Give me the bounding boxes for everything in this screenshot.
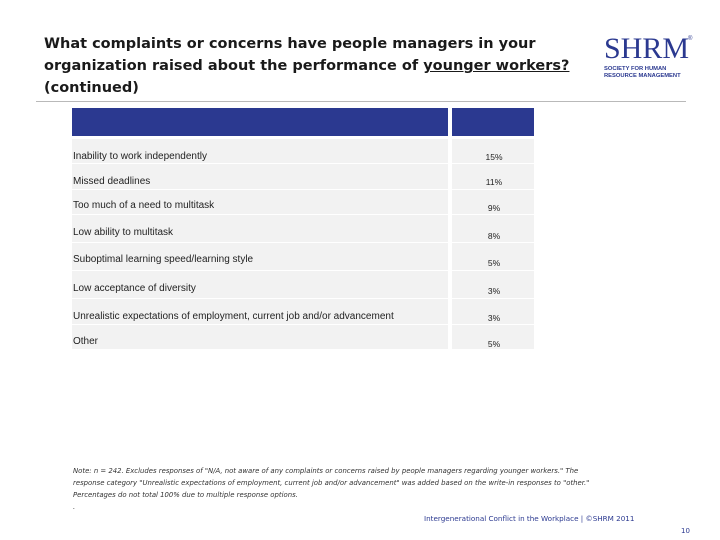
slide-title: What complaints or concerns have people … — [44, 33, 604, 99]
table-row: Missed deadlines 11% — [72, 164, 534, 190]
title-divider — [36, 101, 686, 102]
footer-text: Intergenerational Conflict in the Workpl… — [424, 514, 635, 523]
footnote-line: Percentages do not total 100% due to mul… — [73, 491, 298, 499]
table-row: Low ability to multitask 8% — [72, 215, 534, 243]
footnote-line: . — [73, 503, 76, 511]
title-text-start: What complaints or concerns have people … — [44, 36, 536, 74]
logo-registered-mark: ® — [688, 36, 693, 42]
row-value: 3% — [452, 299, 534, 325]
footnote: Note: n = 242. Excludes responses of "N/… — [73, 465, 673, 513]
row-label: Missed deadlines — [72, 164, 448, 190]
table-row: Suboptimal learning speed/learning style… — [72, 243, 534, 271]
table-row: Unrealistic expectations of employment, … — [72, 299, 534, 325]
row-label: Unrealistic expectations of employment, … — [72, 299, 448, 325]
footnote-line: response category "Unrealistic expectati… — [73, 479, 590, 487]
table-row: Inability to work independently 15% — [72, 139, 534, 164]
table-row: Low acceptance of diversity 3% — [72, 271, 534, 299]
row-label: Low acceptance of diversity — [72, 271, 448, 299]
row-label: Too much of a need to multitask — [72, 190, 448, 215]
row-value: 5% — [452, 243, 534, 271]
table-header-value-cell — [452, 108, 534, 136]
logo-subtitle-line2: RESOURCE MANAGEMENT — [604, 72, 681, 79]
row-value: 3% — [452, 271, 534, 299]
footnote-line: Note: n = 242. Excludes responses of "N/… — [73, 467, 579, 475]
row-label: Other — [72, 325, 448, 350]
results-table: Inability to work independently 15% Miss… — [72, 139, 534, 350]
row-label: Inability to work independently — [72, 139, 448, 164]
row-value: 15% — [452, 139, 534, 164]
row-value: 9% — [452, 190, 534, 215]
row-value: 8% — [452, 215, 534, 243]
row-value: 11% — [452, 164, 534, 190]
title-underlined-text: younger workers? — [423, 58, 570, 74]
table-row: Too much of a need to multitask 9% — [72, 190, 534, 215]
table-row: Other 5% — [72, 325, 534, 350]
row-label: Low ability to multitask — [72, 215, 448, 243]
table-header-label-cell — [72, 108, 448, 136]
row-value: 5% — [452, 325, 534, 350]
title-text-end: (continued) — [44, 80, 139, 96]
shrm-logo: SHRM ® SOCIETY FOR HUMAN RESOURCE MANAGE… — [604, 34, 696, 86]
page-number: 10 — [681, 527, 690, 535]
logo-subtitle: SOCIETY FOR HUMAN RESOURCE MANAGEMENT — [604, 66, 696, 79]
row-label: Suboptimal learning speed/learning style — [72, 243, 448, 271]
logo-subtitle-line1: SOCIETY FOR HUMAN — [604, 66, 667, 72]
logo-mark: SHRM — [604, 32, 690, 65]
